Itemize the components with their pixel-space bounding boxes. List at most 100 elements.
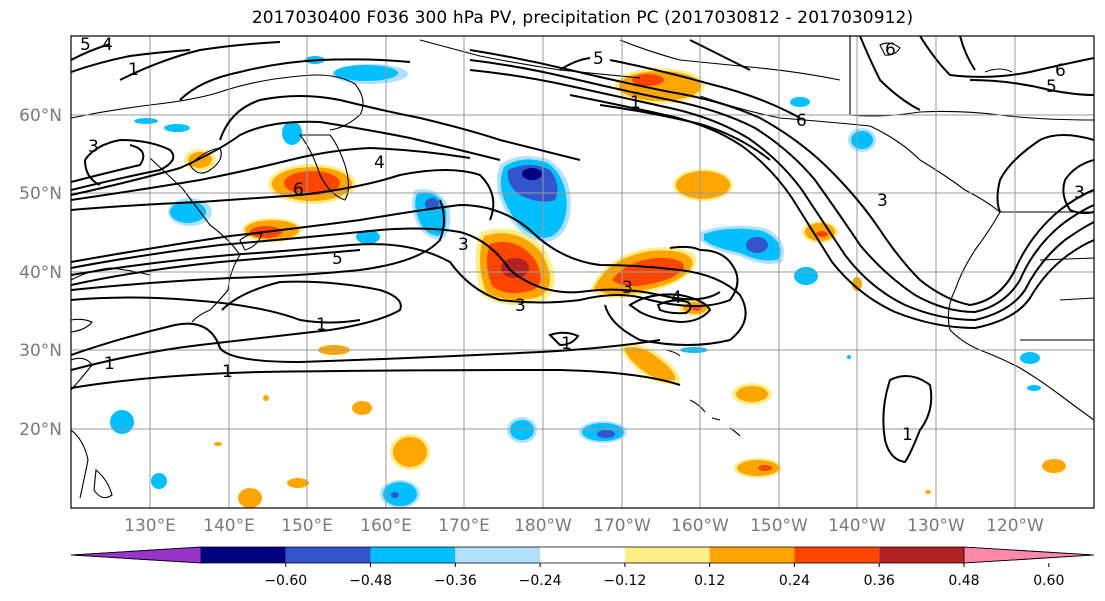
figure-title: 2017030400 F036 300 hPa PV, precipitatio… xyxy=(251,8,914,28)
lon-label: 150°W xyxy=(750,516,808,536)
colorbar-segment xyxy=(540,547,625,563)
colorbar-segment xyxy=(370,547,456,563)
negative-anomaly-blob xyxy=(1027,385,1041,391)
contour-label: 4 xyxy=(374,153,385,173)
negative-anomaly-blob xyxy=(847,355,851,359)
colorbar: −0.60 −0.48 −0.36 −0.24 −0.12 0.12 0.24 0.36 0.4… xyxy=(70,546,1095,589)
colorbar-segment xyxy=(879,547,964,563)
negative-anomaly-blob xyxy=(794,267,818,285)
colorbar-tick-label: −0.60 xyxy=(264,573,307,589)
lat-label: 40°N xyxy=(19,263,62,283)
colorbar-tick-label: −0.48 xyxy=(349,573,392,589)
lon-label: 170°W xyxy=(593,516,651,536)
colorbar-extend-low xyxy=(70,546,202,564)
positive-anomaly-blob xyxy=(802,221,838,243)
colorbar-tick-label: −0.24 xyxy=(519,573,562,589)
contour-label: 6 xyxy=(293,180,304,200)
positive-anomaly-blob xyxy=(287,478,309,488)
positive-anomaly-blob xyxy=(620,343,681,385)
lon-label: 130°W xyxy=(907,516,965,536)
lon-label: 160°W xyxy=(671,516,729,536)
colorbar-tick-label: 0.48 xyxy=(948,573,979,589)
positive-anomaly-blob xyxy=(925,490,931,494)
negative-anomaly-blob xyxy=(700,225,784,264)
positive-anomaly-blob xyxy=(263,395,269,401)
lon-label: 140°E xyxy=(203,516,255,536)
contour-label: 4 xyxy=(671,288,682,308)
contour-label: 3 xyxy=(458,235,469,255)
colorbar-tick-label: 0.36 xyxy=(864,573,895,589)
negative-anomaly-blob xyxy=(168,198,212,226)
contour-label: 3 xyxy=(622,278,633,298)
positive-anomaly-blob xyxy=(732,383,772,405)
negative-anomaly-blob xyxy=(507,417,537,443)
colorbar-segment xyxy=(285,547,371,563)
negative-anomaly-blob xyxy=(151,473,167,489)
positive-anomaly-blob xyxy=(1042,459,1066,473)
positive-anomaly-blob xyxy=(352,401,372,415)
colorbar-tick-label: −0.12 xyxy=(603,573,646,589)
positive-anomaly-blob xyxy=(214,442,222,446)
lat-label: 50°N xyxy=(19,184,62,204)
colorbar-outline xyxy=(70,546,1095,564)
positive-anomaly-blob xyxy=(238,488,262,508)
positive-anomaly-blob xyxy=(673,169,733,201)
negative-anomaly-blob xyxy=(356,230,380,244)
lat-label: 60°N xyxy=(19,106,62,126)
contour-label: 1 xyxy=(128,60,139,80)
negative-anomaly-blob xyxy=(164,124,190,132)
latitude-labels: 60°N 50°N 40°N 30°N 20°N xyxy=(19,106,62,440)
contour-label: 6 xyxy=(885,40,896,60)
contour-label: 1 xyxy=(222,362,233,382)
lon-label: 160°E xyxy=(360,516,412,536)
lat-label: 30°N xyxy=(19,341,62,361)
contour-label: 5 xyxy=(1046,77,1057,97)
lon-label: 180°W xyxy=(514,516,572,536)
positive-anomaly-blob xyxy=(390,434,430,470)
contour-label: 1 xyxy=(561,334,572,354)
negative-anomaly-blob xyxy=(790,97,810,107)
colorbar-tick-label: 0.24 xyxy=(779,573,810,589)
negative-anomaly-blob xyxy=(848,128,876,152)
pv-contours xyxy=(71,36,1094,464)
contour-label: 1 xyxy=(316,315,327,335)
negative-anomaly-blob xyxy=(380,480,420,508)
positive-anomaly-blob xyxy=(242,218,302,242)
longitude-labels: 130°E 140°E 150°E 160°E 170°E 180°W 170°… xyxy=(124,516,1044,536)
contour-label: 3 xyxy=(877,191,888,211)
contour-label: 1 xyxy=(902,425,913,445)
negative-anomaly-blob xyxy=(110,410,134,434)
negative-anomaly-blob xyxy=(282,121,302,145)
colorbar-tick-label: 0.12 xyxy=(694,573,725,589)
contour-label: 3 xyxy=(515,296,526,316)
negative-anomaly-blob xyxy=(1020,352,1040,364)
lat-label: 20°N xyxy=(19,420,62,440)
colorbar-segment xyxy=(624,547,710,563)
contour-label: 3 xyxy=(1074,183,1085,203)
lon-label: 150°E xyxy=(281,516,333,536)
negative-anomaly-blob xyxy=(332,64,408,84)
lon-label: 140°W xyxy=(828,516,886,536)
negative-anomaly-blob xyxy=(134,118,158,124)
negative-anomaly-blob xyxy=(579,421,627,443)
contour-label: 6 xyxy=(1055,61,1066,81)
colorbar-segment xyxy=(709,547,795,563)
contour-label: 5 xyxy=(332,249,343,269)
contour-label: 6 xyxy=(796,111,807,131)
contour-label: 1 xyxy=(630,93,641,113)
lon-label: 170°E xyxy=(438,516,490,536)
graticule xyxy=(71,36,1094,508)
positive-anomaly-blob xyxy=(734,458,782,478)
contour-label: 3 xyxy=(88,137,99,157)
colorbar-segment xyxy=(794,547,880,563)
positive-anomaly-blob xyxy=(268,164,356,204)
contour-label: 1 xyxy=(104,354,115,374)
colorbar-tick-label: −0.36 xyxy=(434,573,477,589)
lon-label: 120°W xyxy=(986,516,1044,536)
colorbar-segment xyxy=(201,547,286,563)
lon-label: 130°E xyxy=(124,516,176,536)
map-frame xyxy=(70,35,1095,509)
colorbar-tick-label: 0.60 xyxy=(1033,573,1064,589)
contour-label: 5 xyxy=(593,49,604,69)
